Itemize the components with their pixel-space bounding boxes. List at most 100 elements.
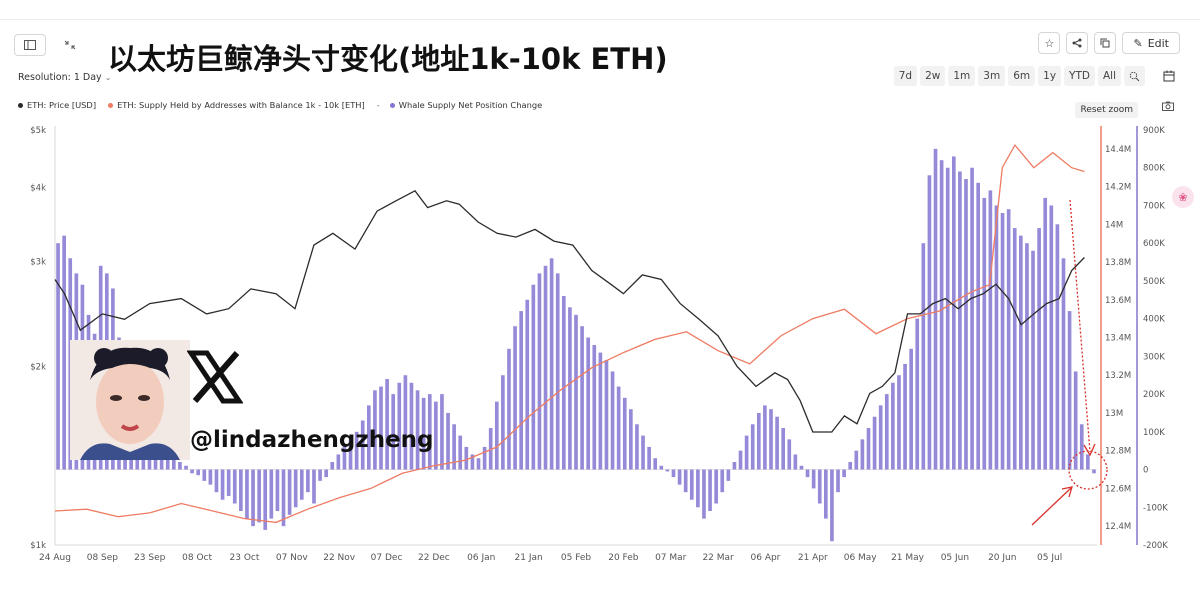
whale-bar — [178, 462, 182, 470]
whale-bar — [318, 469, 322, 481]
legend-item-price[interactable]: ETH: Price [USD] — [18, 100, 96, 110]
whale-bar — [872, 416, 877, 470]
star-icon[interactable]: ☆ — [1038, 32, 1061, 54]
whale-bar — [988, 190, 993, 470]
whale-bar — [391, 394, 396, 470]
whale-bar — [220, 469, 225, 500]
y-whale-tick-label: 600K — [1143, 239, 1165, 249]
whale-bar — [397, 382, 402, 470]
whale-bar — [629, 409, 633, 470]
whale-bar — [811, 469, 816, 489]
range-1y[interactable]: 1y — [1038, 66, 1062, 86]
whale-bar — [336, 454, 341, 470]
whale-bar — [976, 182, 981, 470]
whale-bar — [994, 205, 999, 470]
whale-bar — [519, 311, 523, 470]
whale-bar — [744, 435, 749, 470]
whale-bar — [775, 416, 779, 470]
y-supply-tick-label: 13M — [1105, 409, 1123, 419]
legend-item-supply[interactable]: ETH: Supply Held by Addresses with Balan… — [108, 100, 365, 110]
whale-bar — [817, 469, 822, 504]
whale-bar — [1019, 235, 1023, 470]
whale-bar — [598, 352, 603, 470]
x-tick-label: 05 Feb — [561, 553, 592, 563]
whale-bar — [434, 401, 438, 470]
whale-bar — [196, 469, 201, 476]
x-tick-label: 21 May — [891, 553, 925, 563]
calendar-icon[interactable] — [1158, 66, 1180, 86]
y-whale-tick-label: -100K — [1143, 503, 1168, 513]
whale-bar — [281, 469, 286, 527]
whale-bar — [897, 375, 901, 470]
annotation-arrowhead — [1083, 443, 1096, 457]
whale-bar — [805, 469, 810, 478]
edit-label: Edit — [1147, 36, 1169, 50]
whale-bar — [293, 469, 298, 508]
whale-bar — [756, 412, 761, 470]
y-supply-tick-label: 13.6M — [1105, 296, 1131, 306]
whale-bar — [482, 446, 487, 470]
whale-bar — [1006, 209, 1011, 470]
reset-zoom-button[interactable]: Reset zoom — [1075, 102, 1138, 118]
legend-item-whale[interactable]: - Whale Supply Net Position Change — [377, 100, 542, 110]
whale-bar — [720, 469, 725, 493]
whale-bar — [1031, 250, 1035, 470]
y-left-tick-label: $5k — [30, 126, 46, 136]
whale-bar — [1037, 228, 1041, 470]
whale-bar — [488, 428, 493, 470]
edit-button[interactable]: ✎ Edit — [1122, 32, 1180, 54]
legend-dot-price — [18, 102, 23, 108]
whale-bar — [659, 465, 664, 470]
range-ytd[interactable]: YTD — [1064, 66, 1095, 86]
x-tick-label: 07 Nov — [276, 553, 309, 563]
whale-bar — [287, 469, 292, 515]
x-tick-label: 21 Apr — [798, 553, 828, 563]
search-zoom-icon[interactable] — [1124, 66, 1145, 86]
x-tick-label: 20 Feb — [608, 553, 639, 563]
whale-bar — [836, 469, 840, 493]
resolution-select[interactable]: Resolution: 1 Day ⌄ — [18, 72, 111, 83]
y-whale-tick-label: 0 — [1143, 466, 1148, 476]
range-1m[interactable]: 1m — [948, 66, 976, 86]
x-tick-label: 22 Dec — [418, 553, 450, 563]
whale-bar — [470, 454, 475, 470]
side-widget-icon[interactable]: ❀ — [1172, 186, 1194, 208]
legend-label-whale: Whale Supply Net Position Change — [398, 100, 543, 110]
whale-bar — [494, 401, 499, 470]
whale-bar — [513, 326, 517, 470]
whale-bar — [1049, 205, 1054, 470]
whale-bar — [641, 435, 645, 470]
range-3m[interactable]: 3m — [978, 66, 1006, 86]
range-7d[interactable]: 7d — [893, 66, 918, 86]
x-tick-label: 06 Apr — [751, 553, 781, 563]
whale-bar — [306, 469, 310, 493]
sidebar-toggle-icon[interactable] — [14, 34, 46, 56]
whale-bar — [257, 469, 261, 523]
whale-bar — [366, 405, 371, 470]
range-all[interactable]: All — [1097, 66, 1121, 86]
whale-bar — [622, 397, 627, 470]
whale-bar — [647, 446, 651, 470]
x-tick-label: 05 Jun — [941, 553, 969, 563]
whale-bar — [1073, 371, 1078, 470]
x-tick-label: 06 Jan — [467, 553, 495, 563]
range-2w[interactable]: 2w — [920, 66, 946, 86]
x-tick-label: 21 Jan — [515, 553, 543, 563]
range-6m[interactable]: 6m — [1008, 66, 1036, 86]
whale-bar — [665, 469, 670, 472]
camera-icon[interactable] — [1162, 101, 1174, 114]
collapse-icon[interactable] — [54, 34, 86, 56]
copy-icon[interactable] — [1094, 32, 1117, 54]
whale-bar — [245, 469, 249, 519]
share-icon[interactable] — [1066, 32, 1089, 54]
annotation-solid-arrow — [1031, 487, 1072, 526]
whale-bar — [62, 235, 66, 470]
whale-bar — [208, 469, 213, 485]
whale-bar — [1067, 311, 1072, 470]
x-tick-label: 05 Jul — [1037, 553, 1062, 563]
x-tick-label: 07 Mar — [655, 553, 687, 563]
supply-line — [54, 143, 1085, 524]
whale-bar — [964, 179, 968, 470]
whale-bar — [951, 156, 956, 470]
whale-bar — [909, 348, 913, 470]
